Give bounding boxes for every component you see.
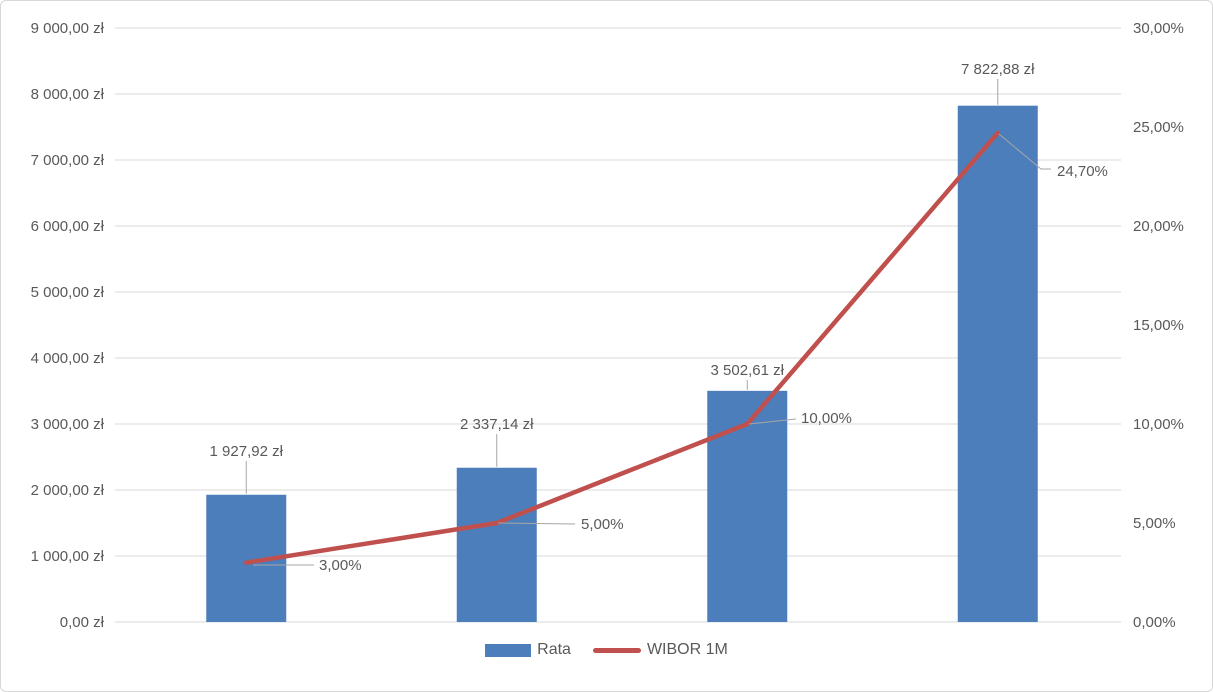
left-axis-tick-label: 5 000,00 zł	[31, 284, 105, 301]
line-data-label: 5,00%	[581, 516, 624, 533]
bar-data-label: 3 502,61 zł	[711, 362, 785, 379]
bar-data-label: 2 337,14 zł	[460, 416, 534, 433]
right-axis-tick-label: 10,00%	[1133, 416, 1184, 433]
bar-rata[interactable]	[957, 105, 1038, 622]
right-axis-tick-label: 5,00%	[1133, 515, 1176, 532]
legend-line-swatch	[592, 647, 641, 653]
bar-rata[interactable]	[456, 467, 537, 622]
legend-label-rata: Rata	[537, 641, 571, 658]
bar-data-label: 1 927,92 zł	[210, 443, 284, 460]
line-data-label: 24,70%	[1057, 163, 1108, 180]
legend-item-wibor-1m[interactable]: WIBOR 1M	[592, 641, 728, 659]
left-axis-tick-label: 0,00 zł	[60, 614, 105, 631]
legend-bar-swatch	[485, 643, 532, 657]
line-label-leader-line	[497, 522, 576, 525]
right-axis-tick-label: 0,00%	[1133, 614, 1176, 631]
line-data-label: 10,00%	[801, 410, 852, 427]
left-axis-tick-label: 1 000,00 zł	[31, 548, 105, 565]
left-axis-tick-label: 2 000,00 zł	[31, 482, 105, 499]
line-wibor-1m[interactable]	[244, 130, 1000, 565]
bar-rata[interactable]	[707, 390, 788, 622]
line-label-leader-line	[748, 418, 797, 425]
legend-label-wibor-1m: WIBOR 1M	[646, 641, 728, 658]
left-axis-tick-label: 7 000,00 zł	[31, 152, 105, 169]
right-axis-tick-label: 30,00%	[1133, 20, 1184, 37]
left-axis-tick-label: 9 000,00 zł	[31, 20, 105, 37]
right-axis-tick-label: 20,00%	[1133, 218, 1184, 235]
legend-item-rata[interactable]: Rata	[485, 641, 571, 659]
line-label-leader-line	[998, 133, 1051, 170]
left-axis-tick-label: 3 000,00 zł	[31, 416, 105, 433]
right-axis-tick-label: 25,00%	[1133, 119, 1184, 136]
bar-data-label: 7 822,88 zł	[961, 61, 1035, 78]
left-axis-tick-label: 8 000,00 zł	[31, 86, 105, 103]
left-axis-tick-label: 4 000,00 zł	[31, 350, 105, 367]
chart-legend: Rata WIBOR 1M	[1, 641, 1212, 659]
left-axis-tick-label: 6 000,00 zł	[31, 218, 105, 235]
line-data-label: 3,00%	[319, 557, 362, 574]
right-axis-tick-label: 15,00%	[1133, 317, 1184, 334]
